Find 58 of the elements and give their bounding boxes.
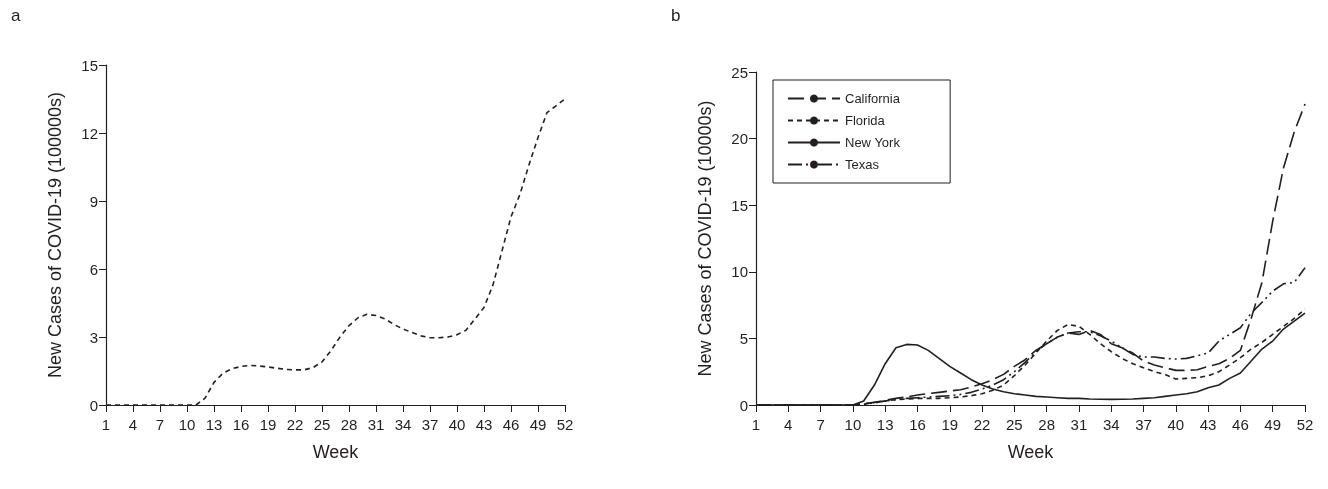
x-axis-title: Week (312, 442, 360, 462)
y-tick-label: 3 (89, 328, 98, 346)
x-tick-label: 7 (155, 416, 165, 433)
x-tick-label: 13 (205, 416, 223, 433)
x-tick-label: 22 (973, 416, 991, 433)
x-tick-label: 34 (1102, 416, 1120, 433)
legend-label: New York (845, 135, 901, 150)
y-tick-label: 12 (81, 124, 98, 142)
legend-label: California (845, 91, 901, 106)
x-tick-label: 16 (909, 416, 926, 433)
x-tick-label: 10 (178, 416, 196, 433)
y-tick-label: 15 (731, 196, 748, 214)
x-tick-label: 31 (367, 416, 385, 433)
x-axis-title: Week (1007, 442, 1055, 462)
x-tick-label: 22 (286, 416, 304, 433)
y-tick-label: 20 (731, 130, 748, 148)
x-tick-label: 34 (394, 416, 412, 433)
x-tick-label: 4 (784, 416, 793, 433)
x-tick-label: 28 (1038, 416, 1055, 433)
x-tick-label: 40 (1167, 416, 1185, 433)
x-tick-label: 49 (529, 416, 547, 433)
x-tick-label: 37 (421, 416, 439, 433)
chart-title: a (11, 6, 21, 25)
x-tick-label: 40 (448, 416, 466, 433)
x-tick-label: 49 (1264, 416, 1282, 433)
y-tick-label: 6 (89, 260, 98, 278)
x-tick-label: 46 (502, 416, 520, 433)
legend-label: Texas (845, 157, 880, 172)
x-tick-label: 7 (816, 416, 825, 433)
x-tick-label: 10 (844, 416, 862, 433)
x-tick-label: 4 (128, 416, 138, 433)
x-tick-label: 37 (1135, 416, 1152, 433)
y-tick-label: 15 (81, 56, 98, 74)
x-tick-label: 43 (1199, 416, 1217, 433)
y-tick-label: 0 (89, 396, 98, 414)
x-tick-label: 13 (876, 416, 894, 433)
y-axis-title: New Cases of COVID-19 (10000s) (695, 100, 715, 377)
y-tick-label: 10 (731, 263, 748, 281)
x-tick-label: 1 (101, 416, 111, 433)
x-tick-label: 28 (340, 416, 358, 433)
y-tick-label: 0 (739, 396, 748, 414)
x-tick-label: 52 (556, 416, 574, 433)
chart-title: b (671, 6, 681, 25)
y-tick-label: 9 (89, 192, 98, 210)
x-tick-label: 16 (232, 416, 250, 433)
x-tick-label: 43 (475, 416, 493, 433)
y-tick-label: 25 (731, 63, 748, 81)
x-tick-label: 19 (941, 416, 959, 433)
y-axis-title: New Cases of COVID-19 (100000s) (45, 91, 65, 379)
x-tick-label: 31 (1070, 416, 1088, 433)
x-tick-label: 25 (1006, 416, 1023, 433)
x-tick-label: 52 (1296, 416, 1314, 433)
y-tick-label: 5 (739, 329, 748, 347)
x-tick-label: 25 (313, 416, 331, 433)
x-tick-label: 46 (1232, 416, 1249, 433)
x-tick-label: 19 (259, 416, 277, 433)
legend-label: Florida (845, 113, 886, 128)
x-tick-label: 1 (751, 416, 761, 433)
